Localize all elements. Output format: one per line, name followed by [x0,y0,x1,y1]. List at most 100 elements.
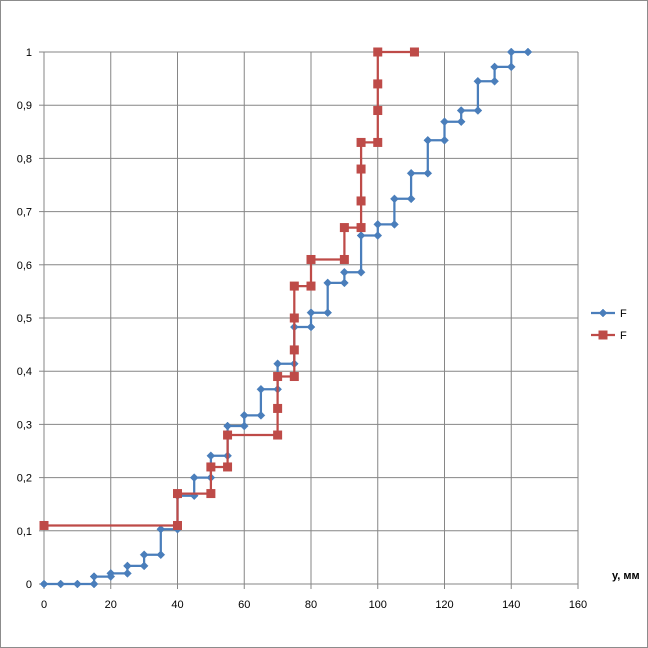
data-point [89,579,99,589]
data-point [306,281,316,291]
data-point [306,308,316,318]
data-point [373,231,383,240]
y-tick-label: 0,7 [17,207,32,219]
data-point [490,62,499,72]
data-point [73,579,82,589]
data-point [289,313,299,323]
data-point [356,267,366,277]
y-tick-label: 0,8 [17,153,32,165]
x-tick-label: 40 [171,599,183,611]
data-point [356,164,366,174]
y-tick-label: 1 [26,47,32,59]
y-tick-label: 0,6 [17,260,32,272]
data-point [89,572,99,581]
data-point [139,550,149,560]
y-tick-label: 0 [26,579,32,591]
x-tick-label: 160 [569,599,587,611]
data-point [56,579,66,589]
data-point [409,47,419,57]
series-2 [39,47,419,530]
data-point [523,47,533,57]
series-1 [39,47,533,589]
legend-marker [598,308,608,318]
data-point [106,569,116,578]
data-point [273,430,283,440]
data-point [506,62,516,72]
data-point [306,322,316,332]
data-point [423,135,433,145]
data-point [323,308,333,318]
data-point [356,231,366,240]
data-point [356,137,366,147]
data-point [339,223,349,233]
data-point [306,254,316,264]
legend: FF [591,308,627,342]
data-point [373,137,383,147]
data-point [373,47,383,57]
data-point [123,561,132,571]
data-point [456,117,466,127]
y-tick-label: 0,1 [17,526,32,538]
data-point [490,76,499,86]
y-tick-label: 0,2 [17,473,32,485]
data-point [256,411,266,420]
data-point [323,278,333,288]
x-tick-label: 80 [305,599,317,611]
data-point [356,223,366,233]
data-point [173,489,182,499]
data-point [156,524,166,534]
data-point [223,421,232,431]
data-point [39,579,49,589]
data-point [273,403,283,413]
x-tick-label: 100 [369,599,387,611]
data-point [239,421,249,431]
legend-item: F [591,330,627,342]
data-point [473,76,483,86]
y-tick-label: 0,5 [17,313,32,325]
x-tick-label: 0 [41,599,47,611]
data-point [156,550,166,560]
data-point [123,569,132,578]
data-point [256,384,266,394]
series-layer [39,47,533,589]
x-tick-label: 60 [238,599,250,611]
data-point [506,47,516,57]
x-axis-title: y, мм [612,570,640,582]
data-point [189,473,199,482]
legend-label: F [620,308,627,320]
data-point [456,106,466,115]
data-point [206,462,216,472]
data-point [340,278,349,288]
data-point [390,194,399,204]
data-point [373,106,383,116]
data-point [223,430,233,440]
data-point [289,345,299,355]
legend-label: F [620,330,627,342]
y-tick-label: 0,9 [17,100,32,112]
data-point [273,359,282,369]
y-tick-label: 0,3 [17,419,32,431]
y-tick-label: 0,4 [17,366,32,378]
data-point [139,561,149,571]
data-point [473,106,483,115]
x-tick-label: 20 [105,599,117,611]
data-point [440,117,449,127]
data-point [289,281,299,291]
data-point [206,451,216,461]
legend-marker [598,330,608,340]
y-axis-ticks: 0 0,1 0,2 0,3 0,4 0,5 0,6 0,7 0,8 0,9 1 [17,47,44,591]
data-point [206,489,216,499]
data-point [39,520,49,530]
data-point [356,196,366,206]
data-point [340,267,349,277]
x-tick-label: 120 [435,599,453,611]
data-point [239,411,249,420]
data-point [223,462,233,472]
legend-item: F [591,308,627,320]
data-point [390,220,399,229]
data-point [406,168,416,178]
data-point [339,254,349,264]
data-point [440,135,449,145]
